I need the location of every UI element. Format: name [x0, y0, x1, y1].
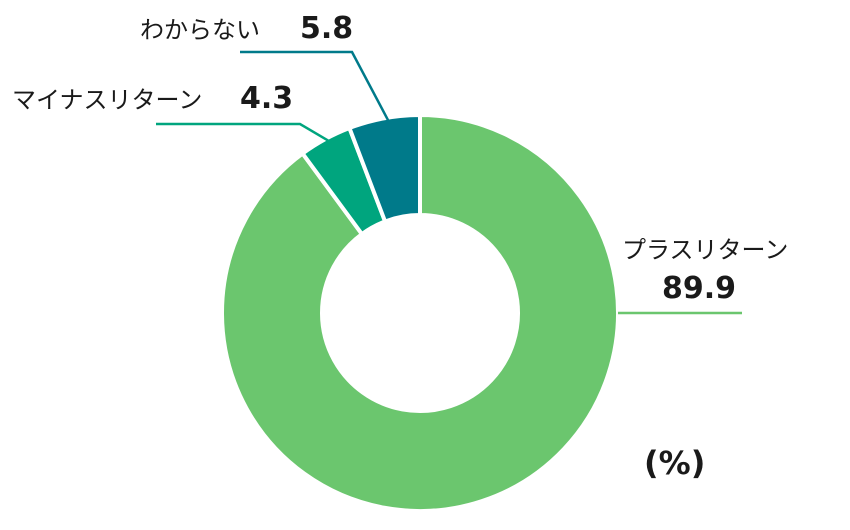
slice-value-dont-know: 5.8 — [300, 11, 353, 46]
slice-value-plus-return: 89.9 — [662, 271, 736, 306]
slice-label-minus-return: マイナスリターン — [12, 86, 202, 114]
slice-label-plus-return: プラスリターン — [622, 236, 788, 264]
unit-label: (%) — [644, 444, 705, 482]
slice-plus-return — [220, 112, 620, 513]
slice-value-minus-return: 4.3 — [240, 81, 293, 116]
slice-dont-know — [346, 112, 422, 225]
leader-line-dont-know — [240, 50, 390, 121]
leader-lines — [156, 50, 742, 315]
slice-label-dont-know: わからない — [140, 16, 260, 44]
donut-slices — [220, 112, 620, 513]
leader-line-minus-return — [156, 122, 330, 143]
